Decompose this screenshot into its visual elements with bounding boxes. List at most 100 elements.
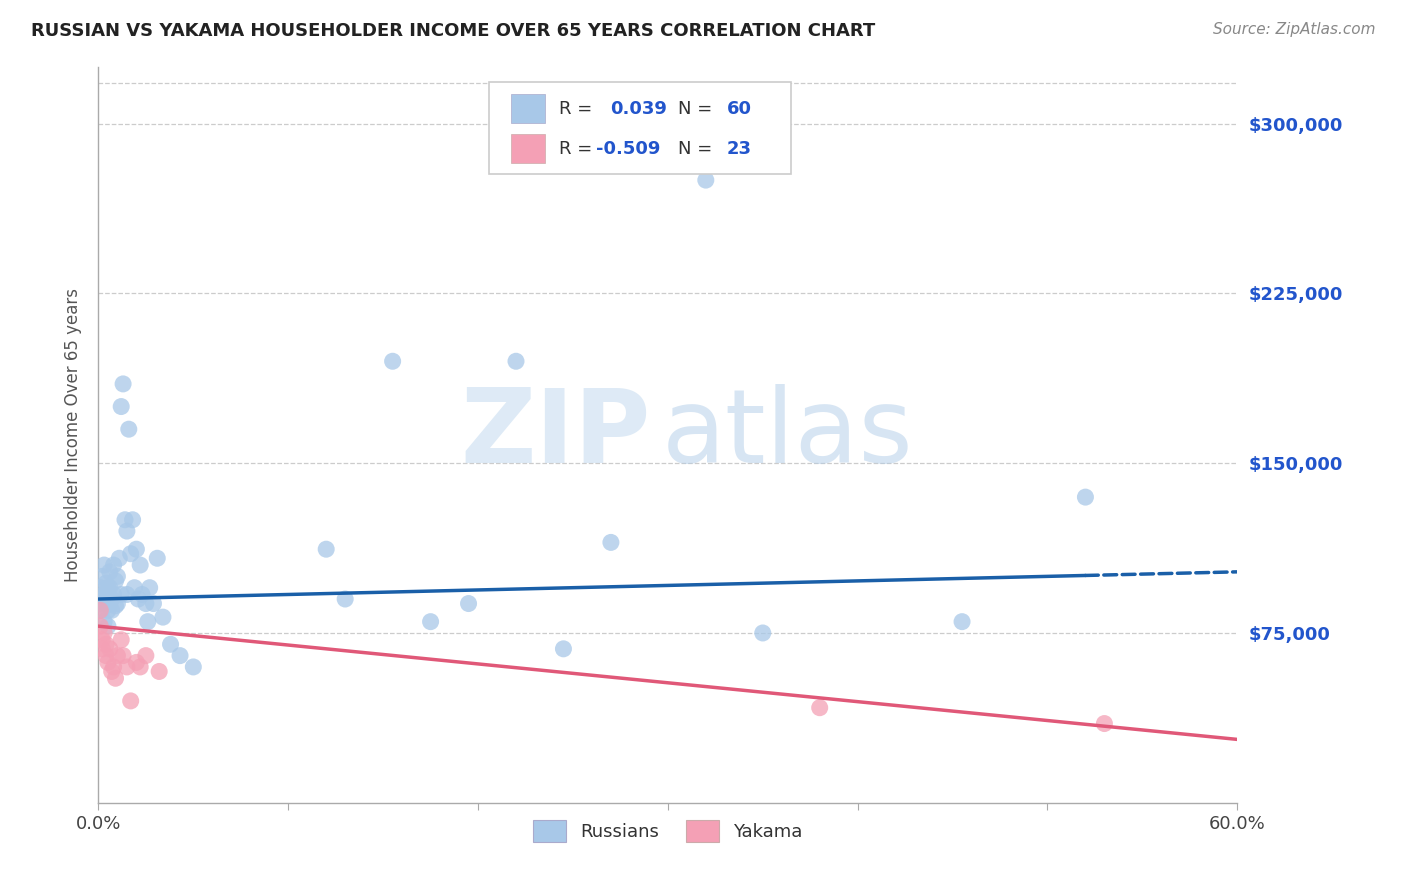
Text: Source: ZipAtlas.com: Source: ZipAtlas.com bbox=[1212, 22, 1375, 37]
Point bbox=[100, 603, 122, 617]
Point bbox=[183, 660, 205, 674]
Point bbox=[103, 660, 125, 674]
FancyBboxPatch shape bbox=[489, 81, 790, 174]
Point bbox=[118, 422, 141, 436]
Point bbox=[103, 587, 125, 601]
Point bbox=[169, 648, 191, 663]
Point bbox=[125, 656, 148, 670]
Point bbox=[131, 587, 153, 601]
Point bbox=[94, 597, 117, 611]
Point bbox=[91, 641, 114, 656]
Point bbox=[752, 626, 775, 640]
Text: RUSSIAN VS YAKAMA HOUSEHOLDER INCOME OVER 65 YEARS CORRELATION CHART: RUSSIAN VS YAKAMA HOUSEHOLDER INCOME OVE… bbox=[31, 22, 875, 40]
Point bbox=[315, 542, 337, 557]
Point bbox=[93, 626, 115, 640]
Point bbox=[120, 694, 142, 708]
Point bbox=[91, 569, 114, 583]
Point bbox=[695, 173, 717, 187]
Point bbox=[94, 637, 117, 651]
Point bbox=[110, 400, 132, 414]
Point bbox=[108, 551, 131, 566]
FancyBboxPatch shape bbox=[510, 134, 546, 163]
Point bbox=[115, 587, 138, 601]
Point bbox=[1074, 490, 1097, 504]
Point bbox=[124, 581, 146, 595]
Point bbox=[335, 592, 357, 607]
Point bbox=[98, 597, 121, 611]
Point bbox=[89, 597, 111, 611]
Point bbox=[104, 599, 127, 613]
Point bbox=[600, 535, 623, 549]
Text: -0.509: -0.509 bbox=[596, 140, 661, 158]
Text: R =: R = bbox=[558, 100, 598, 118]
Point bbox=[120, 547, 142, 561]
Point bbox=[112, 376, 135, 391]
Point bbox=[98, 641, 121, 656]
Point bbox=[419, 615, 441, 629]
Point bbox=[97, 603, 120, 617]
Point bbox=[93, 587, 115, 601]
Point bbox=[115, 524, 138, 538]
Point bbox=[97, 656, 120, 670]
Point bbox=[159, 637, 181, 651]
Point bbox=[114, 513, 136, 527]
Point bbox=[94, 648, 117, 663]
Point bbox=[121, 513, 143, 527]
Point bbox=[98, 565, 121, 579]
Point bbox=[125, 542, 148, 557]
Point bbox=[89, 581, 111, 595]
Text: ZIP: ZIP bbox=[460, 384, 651, 485]
Point bbox=[94, 587, 117, 601]
Point bbox=[138, 581, 160, 595]
Point bbox=[1094, 716, 1116, 731]
Point bbox=[97, 619, 120, 633]
Point bbox=[135, 597, 157, 611]
Text: N =: N = bbox=[678, 140, 718, 158]
Point bbox=[553, 641, 575, 656]
Point bbox=[104, 671, 127, 685]
Point bbox=[89, 619, 111, 633]
Point bbox=[110, 632, 132, 647]
Point bbox=[146, 551, 169, 566]
Point bbox=[107, 648, 129, 663]
Point bbox=[104, 574, 127, 588]
Text: atlas: atlas bbox=[662, 384, 914, 485]
Point bbox=[148, 665, 170, 679]
Point bbox=[808, 700, 831, 714]
Point bbox=[115, 660, 138, 674]
Point bbox=[98, 581, 121, 595]
Point bbox=[129, 660, 152, 674]
Point bbox=[91, 603, 114, 617]
Point bbox=[93, 558, 115, 572]
Point bbox=[950, 615, 973, 629]
Point bbox=[112, 648, 135, 663]
Point bbox=[100, 665, 122, 679]
Y-axis label: Householder Income Over 65 years: Householder Income Over 65 years bbox=[65, 288, 83, 582]
Point bbox=[103, 558, 125, 572]
Point bbox=[89, 603, 111, 617]
Point bbox=[107, 569, 129, 583]
Point bbox=[129, 558, 152, 572]
Point bbox=[457, 597, 479, 611]
Point bbox=[142, 597, 165, 611]
Text: N =: N = bbox=[678, 100, 718, 118]
Point bbox=[97, 581, 120, 595]
Point bbox=[381, 354, 404, 368]
Point bbox=[107, 597, 129, 611]
FancyBboxPatch shape bbox=[510, 94, 546, 123]
Text: R =: R = bbox=[558, 140, 598, 158]
Point bbox=[505, 354, 527, 368]
Point bbox=[100, 592, 122, 607]
Point bbox=[136, 615, 159, 629]
Point bbox=[135, 648, 157, 663]
Point bbox=[152, 610, 174, 624]
Point bbox=[91, 632, 114, 647]
Text: 23: 23 bbox=[727, 140, 752, 158]
Point bbox=[127, 592, 149, 607]
Point bbox=[94, 576, 117, 591]
Point bbox=[110, 587, 132, 601]
Text: 0.039: 0.039 bbox=[610, 100, 666, 118]
Text: 60: 60 bbox=[727, 100, 752, 118]
Legend: Russians, Yakama: Russians, Yakama bbox=[526, 813, 810, 849]
Point bbox=[93, 615, 115, 629]
